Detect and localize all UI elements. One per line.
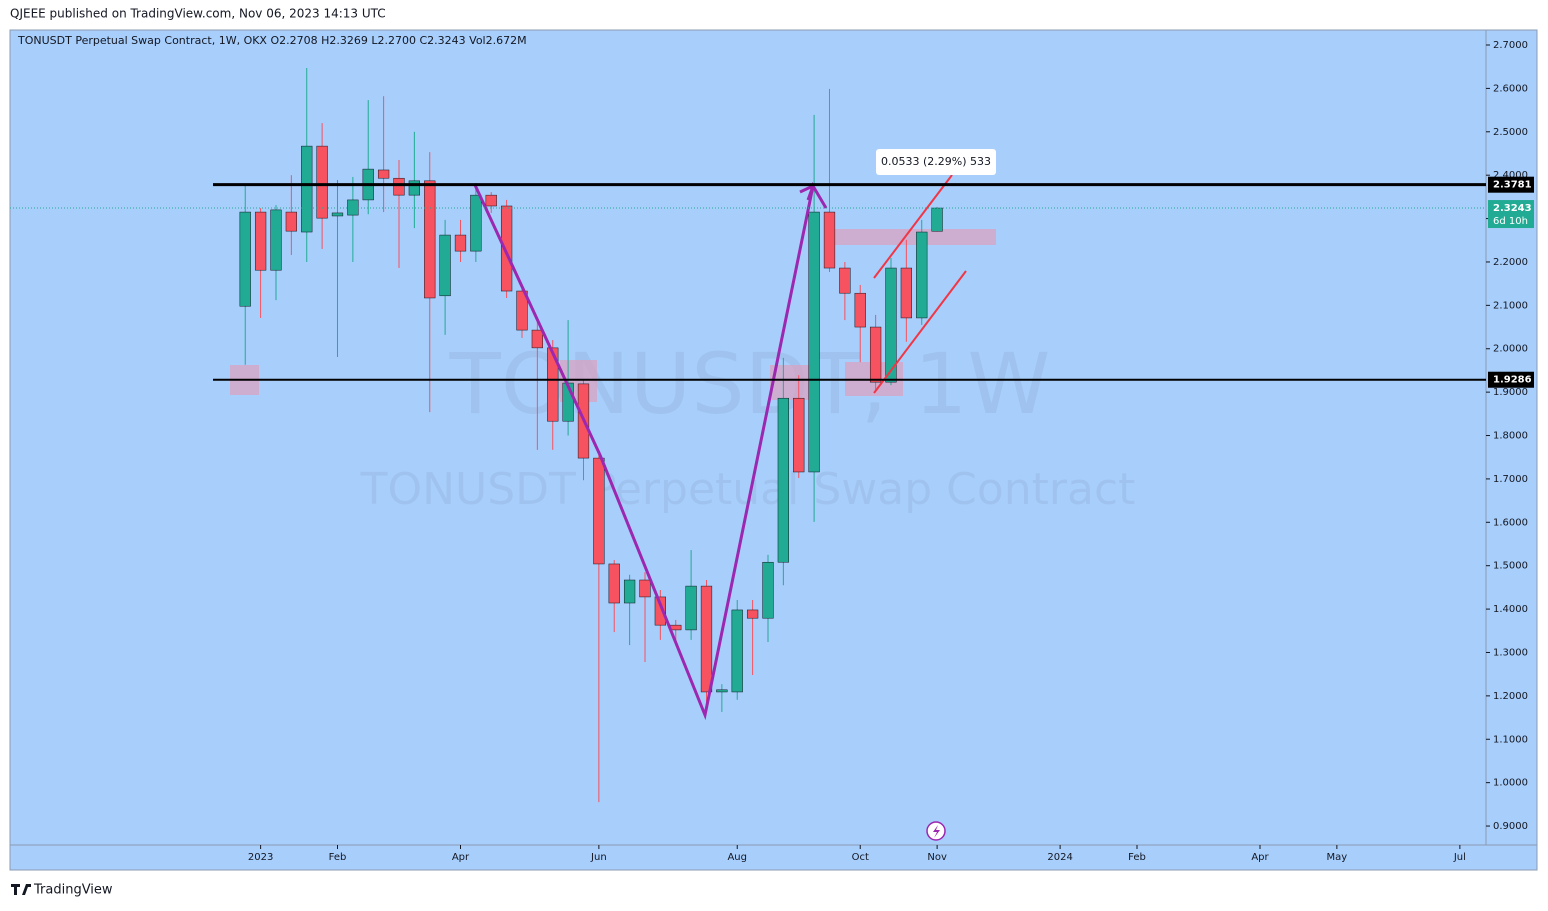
level-tag xyxy=(1488,371,1534,388)
x-tick-label: Jun xyxy=(590,852,607,863)
candles xyxy=(239,68,943,803)
candle-body xyxy=(547,347,559,422)
candle-body xyxy=(777,397,789,563)
watermark: TONUSDT, 1W xyxy=(449,335,1051,433)
candle-body xyxy=(254,211,267,271)
candle-body xyxy=(793,397,805,473)
x-tick-label: 2023 xyxy=(248,852,273,863)
candle-body xyxy=(608,563,620,604)
candle-body xyxy=(424,180,436,299)
candle-body xyxy=(531,329,543,349)
candle-body xyxy=(454,234,467,252)
candle-body xyxy=(439,234,451,297)
last-price-tag xyxy=(1488,200,1534,229)
y-tick-label: 1.7000 xyxy=(1493,474,1528,485)
candle-body xyxy=(516,290,528,331)
y-tick-label: 2.4000 xyxy=(1493,170,1528,181)
footer-brand: TradingView xyxy=(33,883,113,898)
candle-body xyxy=(839,267,851,294)
candle-body xyxy=(623,579,636,604)
candle-body xyxy=(823,211,836,269)
candle-body xyxy=(731,609,743,693)
y-tick-label: 2.7000 xyxy=(1493,40,1528,51)
candle-body xyxy=(869,326,882,383)
candle-body xyxy=(639,579,651,598)
event-icon-bolt xyxy=(933,825,940,838)
y-tick-label: 1.5000 xyxy=(1493,561,1528,572)
candle-body xyxy=(654,596,666,626)
candle-body xyxy=(316,145,328,219)
candle-body xyxy=(500,205,513,292)
y-tick-label: 1.1000 xyxy=(1493,734,1528,745)
y-tick-label: 2.2000 xyxy=(1493,257,1528,268)
candle-body xyxy=(808,211,820,473)
candle-body xyxy=(285,211,297,232)
trend-line xyxy=(873,174,953,279)
y-tick-label: 1.8000 xyxy=(1493,431,1528,442)
annotations: 0.0533 (2.29%) 533 xyxy=(473,149,996,841)
logo xyxy=(11,884,31,895)
countdown-label: 6d 10h xyxy=(1493,216,1528,227)
candle-body xyxy=(762,561,774,619)
trend-line xyxy=(873,270,967,394)
candle-body xyxy=(854,292,866,328)
y-tick-label: 2.1000 xyxy=(1493,300,1528,311)
last-price-label: 2.3243 xyxy=(1493,203,1532,214)
x-tick-label: Nov xyxy=(927,852,947,863)
candle-body xyxy=(377,169,390,179)
symbol-legend: TONUSDT Perpetual Swap Contract, 1W, OKX… xyxy=(17,34,527,47)
candle-body xyxy=(393,177,405,196)
candle-body xyxy=(885,267,897,383)
publish-note: QJEEE published on TradingView.com, Nov … xyxy=(10,7,386,21)
candle-body xyxy=(408,180,420,196)
candle-body xyxy=(470,194,482,252)
y-tick-label: 1.4000 xyxy=(1493,604,1528,615)
candle-body xyxy=(716,689,728,693)
x-tick-label: Jul xyxy=(1453,852,1466,863)
level-label: 1.9286 xyxy=(1493,375,1532,386)
y-tick-label: 1.3000 xyxy=(1493,647,1528,658)
y-tick-label: 2.5000 xyxy=(1493,127,1528,138)
x-tick-label: Apr xyxy=(452,852,470,863)
y-tick-label: 2.6000 xyxy=(1493,83,1528,94)
x-tick-label: Oct xyxy=(852,852,869,863)
candle-body xyxy=(301,145,313,233)
candle-body xyxy=(331,212,344,217)
y-tick-label: 0.9000 xyxy=(1493,821,1528,832)
candle-body xyxy=(900,267,912,319)
zone-box xyxy=(828,229,996,245)
x-tick-label: May xyxy=(1327,852,1348,863)
measure-label: 0.0533 (2.29%) 533 xyxy=(881,155,991,168)
candle-body xyxy=(670,624,682,631)
price-axis xyxy=(1485,29,1538,846)
candle-body xyxy=(239,211,251,307)
y-tick-label: 2.0000 xyxy=(1493,344,1528,355)
level-label: 2.3781 xyxy=(1493,180,1532,191)
chart-background xyxy=(9,29,1538,871)
candle-body xyxy=(746,609,759,619)
drawings xyxy=(230,229,996,402)
y-tick-label: 1.9000 xyxy=(1493,387,1528,398)
candle-body xyxy=(270,209,282,271)
candle-body xyxy=(347,199,359,216)
zigzag-line xyxy=(473,181,828,721)
x-tick-label: Apr xyxy=(1251,852,1269,863)
candle-body xyxy=(700,585,713,693)
measure-box xyxy=(876,149,996,175)
x-tick-label: Feb xyxy=(329,852,347,863)
y-tick-label: 1.2000 xyxy=(1493,691,1528,702)
candle-body xyxy=(593,457,605,565)
x-tick-label: Feb xyxy=(1128,852,1146,863)
x-tick-label: Aug xyxy=(727,852,747,863)
candle-body xyxy=(916,231,928,319)
y-tick-label: 1.6000 xyxy=(1493,517,1528,528)
x-tick-label: 2024 xyxy=(1047,852,1072,863)
level-tag xyxy=(1488,176,1534,193)
candle-body xyxy=(931,207,943,232)
candle-body xyxy=(685,585,697,631)
candle-body xyxy=(485,194,497,207)
footer: TradingView xyxy=(11,883,113,898)
y-tick-label: 1.0000 xyxy=(1493,778,1528,789)
